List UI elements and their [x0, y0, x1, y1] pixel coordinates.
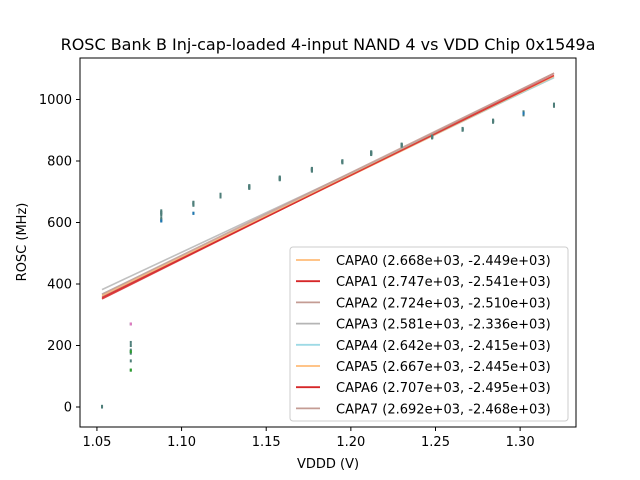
y-tick-label: 1000 — [39, 93, 72, 108]
data-point-capa6 — [192, 201, 195, 205]
data-point-extra — [160, 219, 163, 223]
data-points — [101, 102, 555, 409]
y-tick-label: 400 — [47, 278, 72, 293]
y-tick-label: 800 — [47, 155, 72, 170]
y-axis-ticks: 0 200 400 600 800 1000 — [39, 93, 80, 416]
data-point-capa6 — [219, 193, 222, 197]
legend-label-capa0: CAPA0 (2.668e+03, -2.449e+03) — [336, 254, 551, 269]
x-axis-ticks: 1.05 1.10 1.15 1.20 1.25 1.30 — [82, 427, 535, 450]
x-tick-label: 1.10 — [167, 435, 196, 450]
fit-line-capa7 — [101, 72, 555, 295]
x-tick-label: 1.15 — [252, 435, 281, 450]
data-point-capa7 — [400, 144, 403, 148]
fit-line-capa6 — [101, 74, 555, 299]
data-point-capa7 — [431, 136, 434, 140]
legend-label-capa1: CAPA1 (2.747e+03, -2.541e+03) — [336, 275, 551, 290]
legend-label-capa4: CAPA4 (2.642e+03, -2.415e+03) — [336, 339, 551, 354]
data-point-capa5 — [129, 351, 132, 355]
chart-title: ROSC Bank B Inj-cap-loaded 4-input NAND … — [61, 35, 596, 54]
data-point-capa7 — [192, 203, 195, 207]
data-point-extra — [522, 111, 525, 115]
legend-label-capa2: CAPA2 (2.724e+03, -2.510e+03) — [336, 296, 551, 311]
x-tick-label: 1.05 — [82, 435, 111, 450]
data-point-capa7 — [370, 153, 373, 157]
y-tick-label: 600 — [47, 216, 72, 231]
data-point-capa7 — [248, 186, 251, 190]
data-point-extra — [129, 350, 132, 354]
data-point-capa7 — [492, 120, 495, 124]
data-point-capa7 — [461, 128, 464, 132]
data-point-capa7 — [278, 178, 281, 182]
data-point-capa7 — [101, 404, 104, 408]
y-axis-label: ROSC (MHz) — [15, 203, 30, 282]
data-point-capa3 — [129, 344, 132, 348]
data-point-capa6 — [461, 127, 464, 131]
legend: CAPA0 (2.668e+03, -2.449e+03) CAPA1 (2.74… — [289, 246, 569, 422]
data-point-capa6 — [160, 210, 163, 214]
legend-label-capa6: CAPA6 (2.707e+03, -2.495e+03) — [336, 381, 551, 396]
data-point-capa7 — [341, 161, 344, 165]
legend-label-capa3: CAPA3 (2.581e+03, -2.336e+03) — [336, 318, 551, 333]
x-tick-label: 1.30 — [506, 435, 535, 450]
y-tick-label: 200 — [47, 339, 72, 354]
data-point-capa4 — [129, 348, 132, 352]
axes-frame — [79, 57, 577, 428]
fit-lines — [101, 72, 555, 300]
data-point-capa7 — [552, 104, 555, 108]
x-axis-label: VDDD (V) — [297, 457, 359, 472]
data-point-capa7 — [219, 195, 222, 199]
data-point-capa6 — [310, 167, 313, 171]
legend-box — [289, 246, 569, 422]
data-point-capa7 — [310, 169, 313, 173]
data-point-capa6 — [431, 134, 434, 138]
data-point-extra — [192, 211, 195, 215]
data-point-capa6 — [492, 118, 495, 122]
data-point-capa6 — [248, 184, 251, 188]
data-point-capa6 — [341, 159, 344, 163]
data-point-capa5 — [160, 212, 163, 216]
data-point-extra — [129, 368, 132, 372]
data-point-capa2 — [160, 217, 163, 221]
x-tick-label: 1.25 — [421, 435, 450, 450]
data-point-capa1 — [129, 340, 132, 344]
x-tick-label: 1.20 — [336, 435, 365, 450]
data-point-capa6 — [552, 102, 555, 106]
y-tick-label: 0 — [64, 401, 72, 416]
data-point-capa7 — [160, 216, 163, 220]
data-point-capa2 — [129, 359, 132, 363]
data-point-capa6 — [370, 150, 373, 154]
data-point-capa6 — [400, 142, 403, 146]
data-point-capa6 — [278, 176, 281, 180]
legend-label-capa7: CAPA7 (2.692e+03, -2.468e+03) — [336, 402, 551, 417]
data-point-extra — [129, 322, 132, 326]
legend-label-capa5: CAPA5 (2.667e+03, -2.445e+03) — [336, 360, 551, 375]
